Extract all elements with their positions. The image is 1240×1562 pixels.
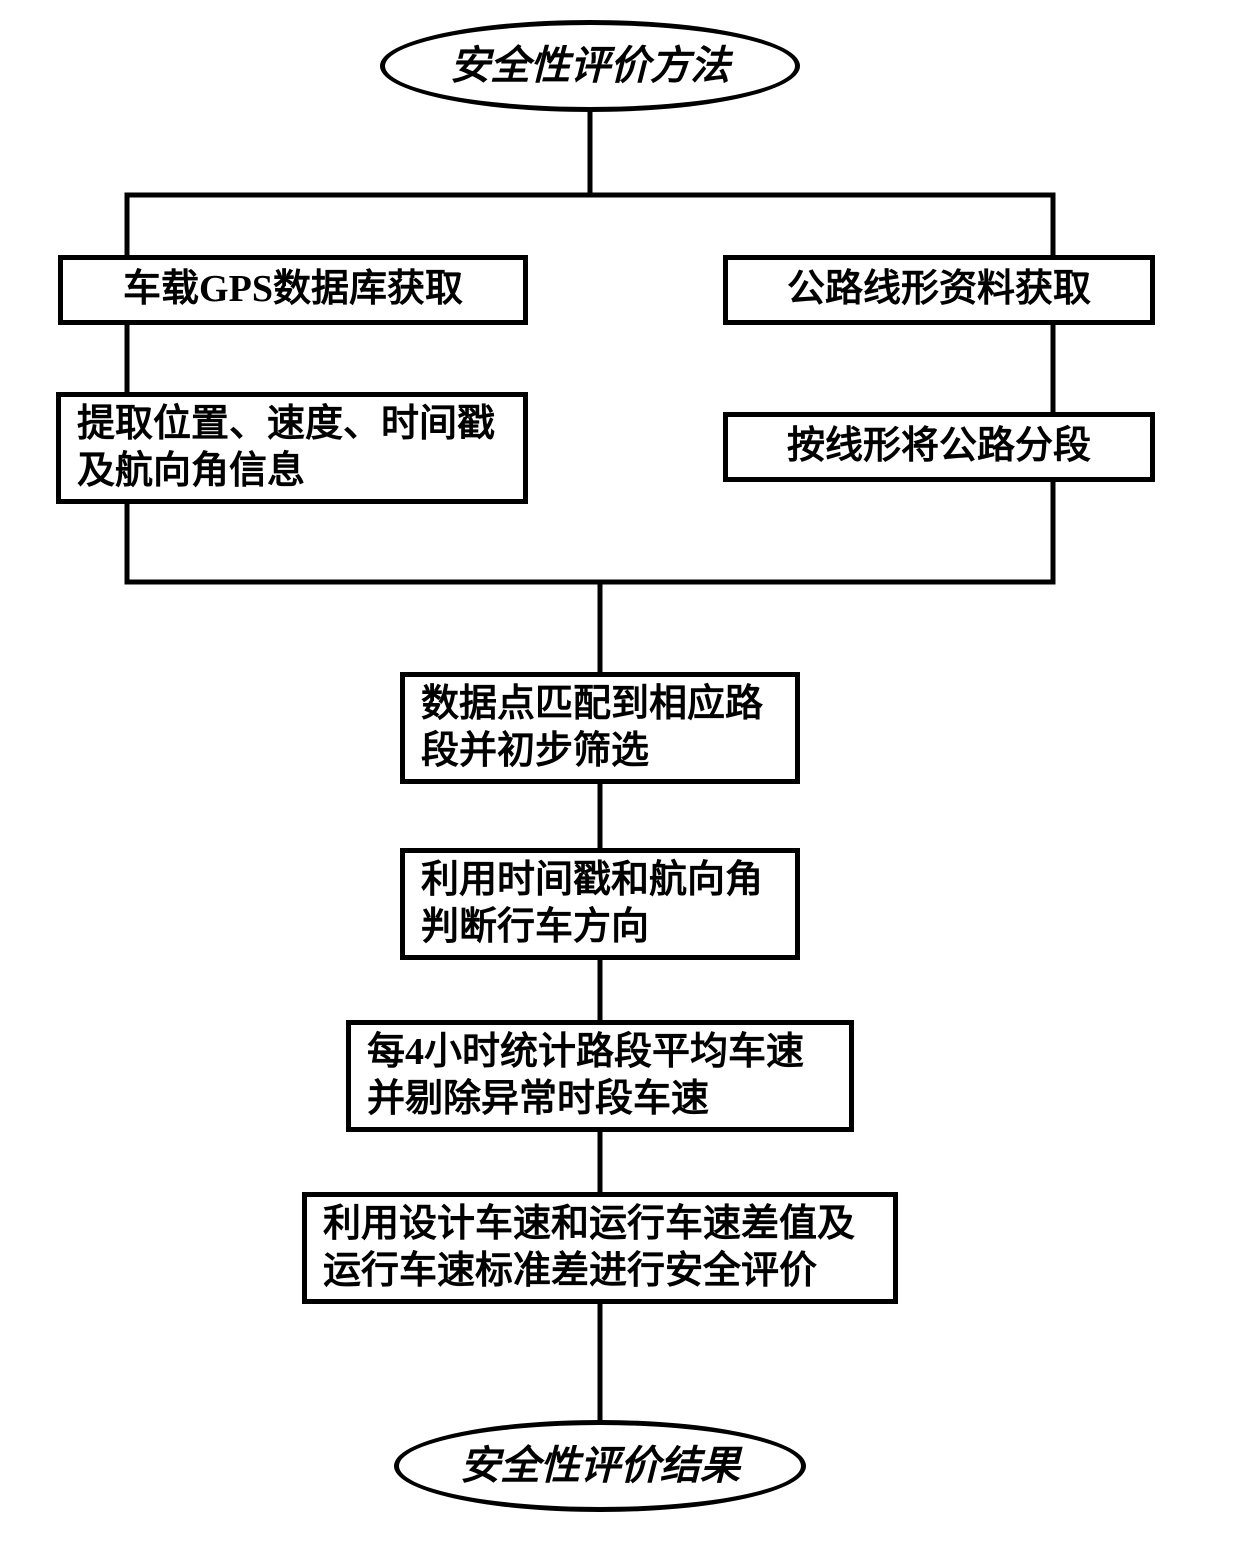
node-extract: 提取位置、速度、时间戳及航向角信息 xyxy=(56,392,528,504)
edge xyxy=(600,482,1053,582)
node-start: 安全性评价方法 xyxy=(380,20,800,112)
edge xyxy=(590,195,1053,255)
node-label: 提取位置、速度、时间戳及航向角信息 xyxy=(77,401,507,496)
node-avg_speed: 每4小时统计路段平均车速并剔除异常时段车速 xyxy=(346,1020,854,1132)
node-end: 安全性评价结果 xyxy=(394,1420,806,1512)
edge xyxy=(127,504,600,672)
node-label: 每4小时统计路段平均车速并剔除异常时段车速 xyxy=(367,1029,833,1124)
edge xyxy=(127,112,590,255)
node-label: 利用设计车速和运行车速差值及运行车速标准差进行安全评价 xyxy=(323,1201,877,1296)
node-label: 利用时间戳和航向角判断行车方向 xyxy=(421,857,779,952)
node-label: 公路线形资料获取 xyxy=(787,266,1091,314)
node-label: 安全性评价结果 xyxy=(460,1441,740,1491)
node-label: 车载GPS数据库获取 xyxy=(123,266,463,314)
node-match: 数据点匹配到相应路段并初步筛选 xyxy=(400,672,800,784)
node-evaluate: 利用设计车速和运行车速差值及运行车速标准差进行安全评价 xyxy=(302,1192,898,1304)
node-label: 按线形将公路分段 xyxy=(787,423,1091,471)
node-label: 安全性评价方法 xyxy=(450,41,730,91)
node-segment: 按线形将公路分段 xyxy=(723,412,1155,482)
node-label: 数据点匹配到相应路段并初步筛选 xyxy=(421,681,779,776)
node-gps_db: 车载GPS数据库获取 xyxy=(58,255,528,325)
node-road_data: 公路线形资料获取 xyxy=(723,255,1155,325)
node-direction: 利用时间戳和航向角判断行车方向 xyxy=(400,848,800,960)
flowchart-canvas: 安全性评价方法车载GPS数据库获取 公路线形资料获取提取位置、速度、时间戳及航向角… xyxy=(0,0,1240,1562)
